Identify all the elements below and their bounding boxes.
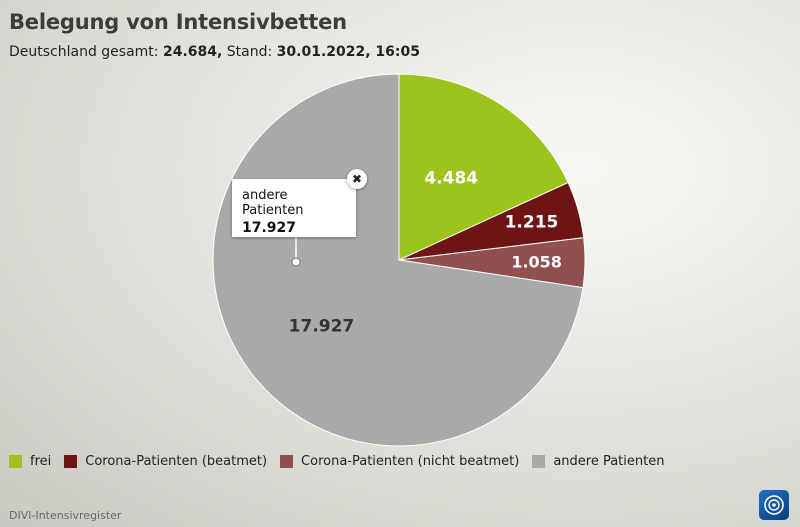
subtitle-mid: Stand: — [222, 44, 277, 60]
subtitle-stand: 30.01.2022, 16:05 — [276, 44, 420, 60]
legend-item-andere-patienten[interactable]: andere Patienten — [532, 454, 664, 469]
pie-labels: 4.484 1.215 1.058 17.927 — [289, 169, 562, 337]
subtitle-prefix: Deutschland gesamt: — [9, 44, 163, 60]
legend-label: frei — [30, 454, 52, 469]
legend-label: andere Patienten — [553, 454, 665, 469]
legend-item-corona-nicht-beatmet[interactable]: Corona-Patienten (nicht beatmet) — [280, 454, 519, 469]
legend-item-corona-beatmet[interactable]: Corona-Patienten (beatmet) — [64, 454, 267, 469]
tooltip: andere Patienten 17.927 — [232, 179, 356, 237]
close-icon: ✖ — [351, 172, 363, 186]
chart-subtitle: Deutschland gesamt: 24.684, Stand: 30.01… — [9, 44, 420, 60]
legend-item-frei[interactable]: frei — [9, 454, 51, 469]
legend-label: Corona-Patienten (beatmet) — [85, 454, 268, 469]
legend-swatch — [280, 455, 294, 468]
pie-value-label: 1.058 — [511, 252, 562, 271]
tooltip-value: 17.927 — [242, 220, 297, 236]
pie-slice-andere-patienten[interactable] — [212, 73, 584, 447]
legend-swatch — [9, 455, 22, 468]
tooltip-anchor-dot — [291, 257, 301, 267]
pie-value-label: 17.927 — [289, 317, 355, 337]
tagesschau-logo-icon — [759, 490, 789, 520]
pie-slices — [212, 73, 586, 447]
pie-slice-frei[interactable] — [398, 73, 569, 261]
chart-title: Belegung von Intensivbetten — [9, 10, 347, 34]
legend: frei Corona-Patienten (beatmet) Corona-P… — [9, 454, 677, 469]
legend-swatch — [532, 455, 546, 468]
pie-value-label: 4.484 — [424, 169, 478, 189]
tooltip-close-button[interactable]: ✖ — [347, 169, 367, 189]
pie-value-label: 1.215 — [505, 213, 559, 233]
source-note: DIVI-Intensivregister — [9, 509, 122, 522]
legend-swatch — [64, 455, 78, 468]
legend-label: Corona-Patienten (nicht beatmet) — [301, 454, 520, 469]
subtitle-total: 24.684, — [162, 44, 223, 60]
tooltip-name: andere Patienten — [242, 188, 304, 218]
